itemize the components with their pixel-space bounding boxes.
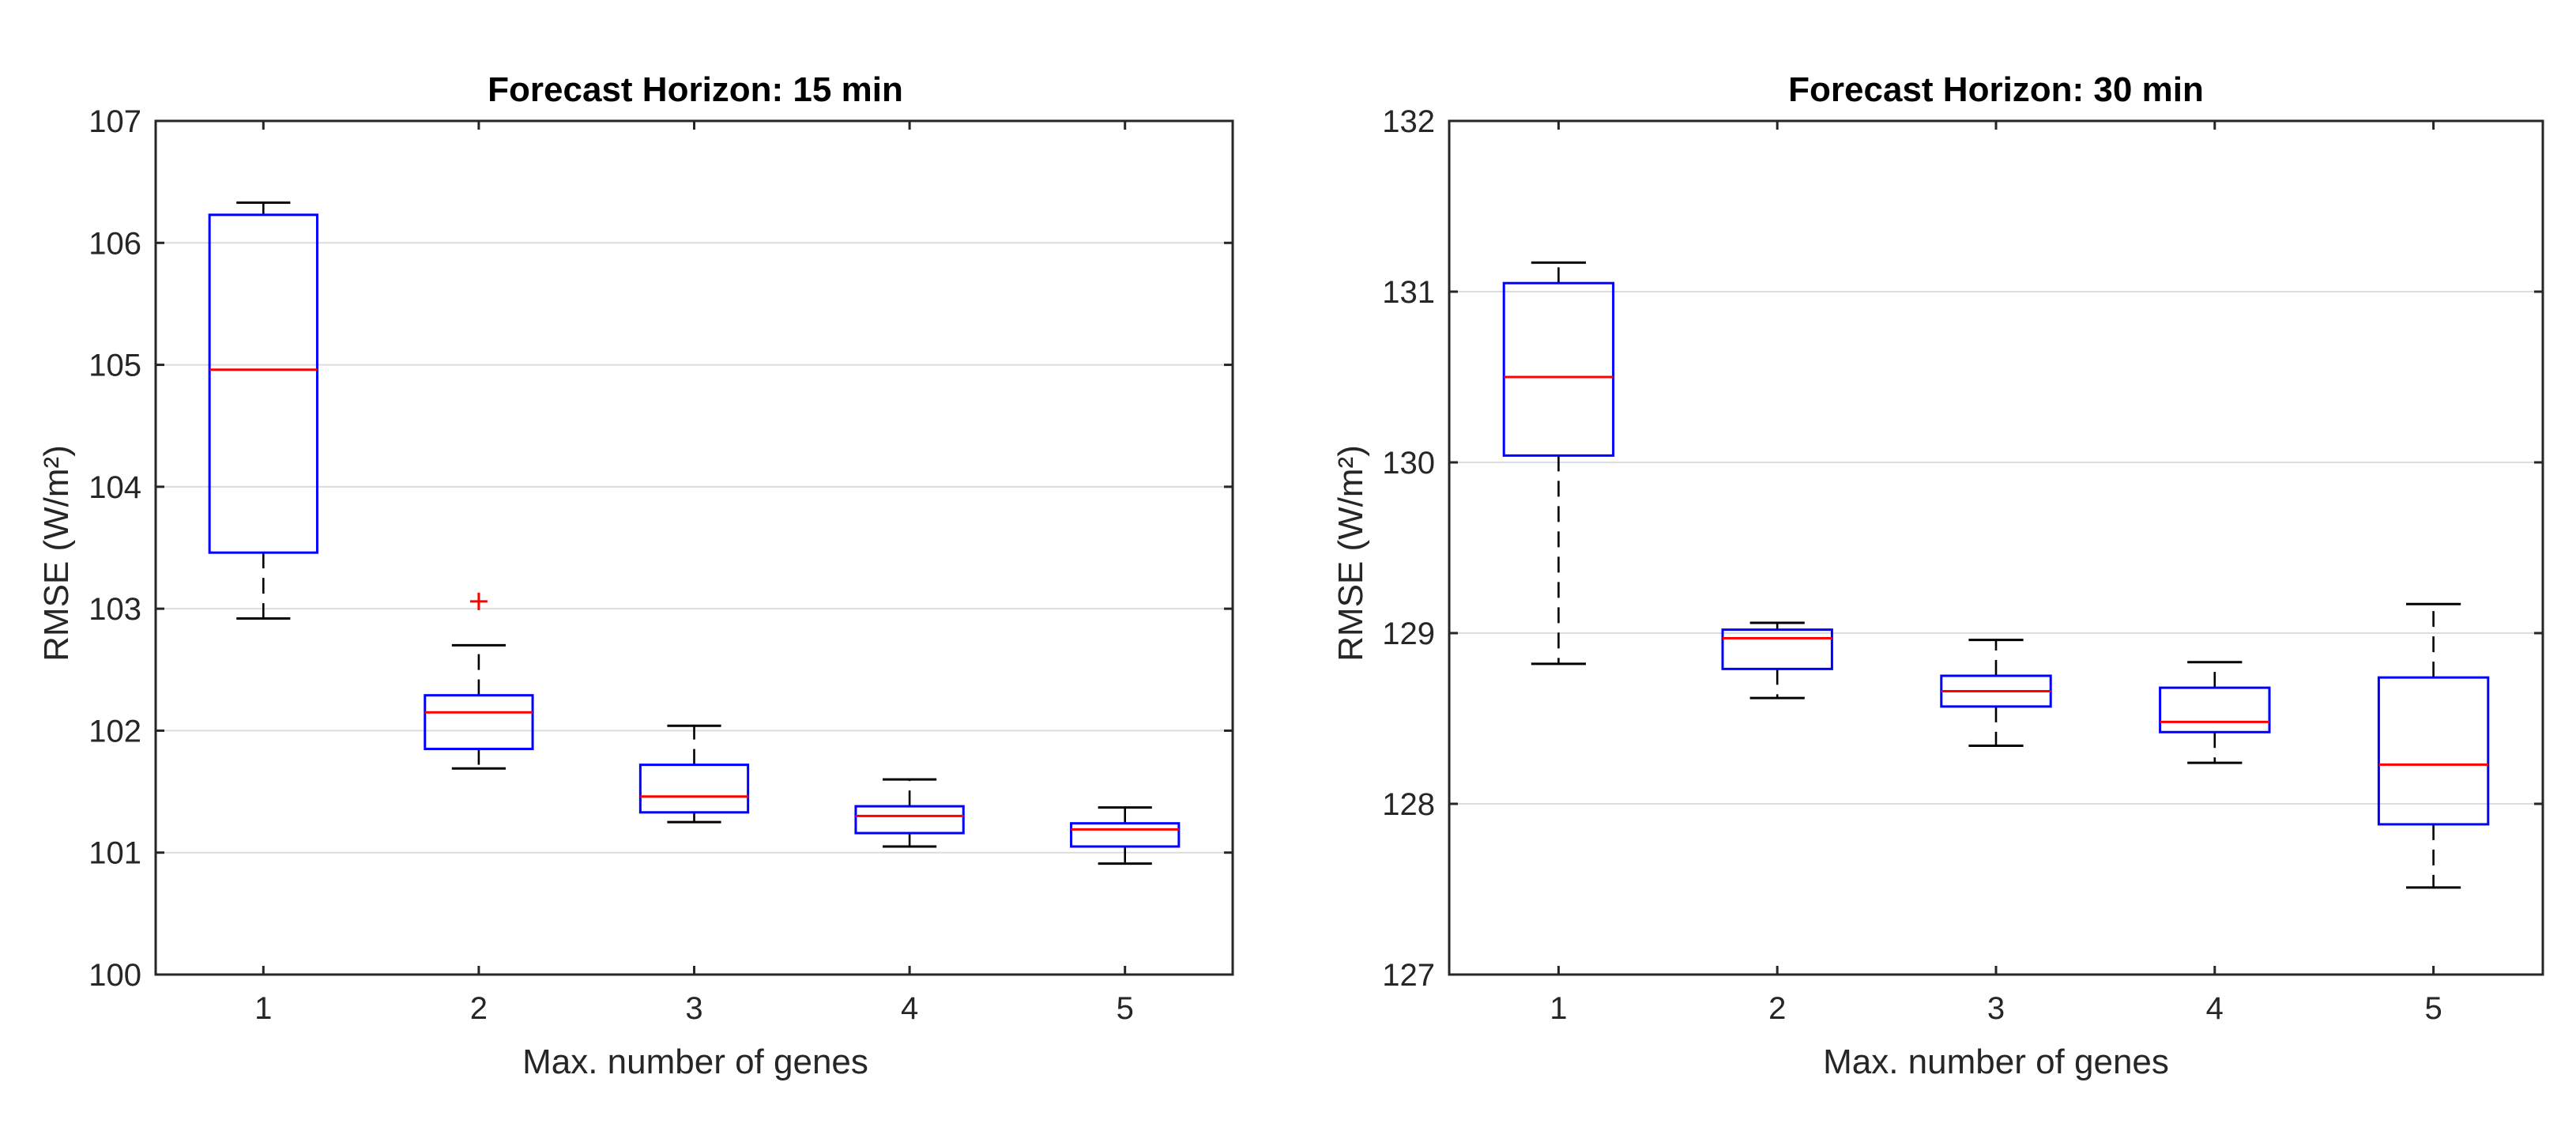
y-tick-label: 128 [1382,787,1435,822]
chart-title: Forecast Horizon: 15 min [488,70,903,109]
chart-title: Forecast Horizon: 30 min [1788,70,2204,109]
outlier-marker [469,592,488,610]
box-4 [2159,661,2271,764]
y-tick-label: 101 [89,836,141,871]
y-tick-label: 105 [89,349,141,383]
box-5 [1070,806,1181,865]
box-2 [424,592,534,770]
box-iqr [2159,686,2271,733]
y-tick-label: 100 [89,958,141,993]
x-tick-label: 1 [254,991,272,1026]
box-2 [1721,621,1833,699]
y-tick-label: 103 [89,592,141,627]
box-3 [1940,639,2052,748]
y-axis-label: RMSE (W/m²) [37,445,76,662]
x-axis-label: Max. number of genes [1823,1043,2169,1081]
y-tick-label: 127 [1382,958,1435,993]
box-iqr [854,805,965,835]
x-tick-label: 3 [1987,991,2005,1026]
box-iqr [638,764,750,814]
box-iqr [2377,676,2490,826]
box-4 [854,778,965,848]
y-axis-label: RMSE (W/m²) [1331,445,1370,662]
y-tick-label: 106 [89,226,141,261]
box-iqr [1070,822,1181,848]
box-1 [208,201,318,620]
y-tick-label: 129 [1382,617,1435,651]
box-5 [2377,602,2490,889]
box-iqr [208,213,318,554]
box-iqr [424,694,534,751]
y-tick-label: 104 [89,470,141,505]
box-3 [638,724,750,824]
x-tick-label: 4 [2206,991,2224,1026]
x-tick-label: 5 [2424,991,2442,1026]
x-tick-label: 3 [685,991,702,1026]
x-tick-label: 1 [1550,991,1567,1026]
y-tick-label: 102 [89,714,141,748]
box-iqr [1502,281,1615,457]
chart-panel-30min: Forecast Horizon: 30 min Max. number of … [1331,70,2544,1081]
y-tick-label: 132 [1382,104,1435,139]
y-tick-label: 130 [1382,446,1435,481]
x-tick-label: 2 [470,991,488,1026]
y-grid [1449,291,2543,805]
x-axis-label: Max. number of genes [522,1043,868,1081]
box-iqr [1721,628,1833,670]
x-tick-label: 5 [1117,991,1134,1026]
chart-panel-15min: Forecast Horizon: 15 min Max. number of … [37,70,1234,1081]
x-tick-label: 4 [901,991,918,1026]
x-tick-label: 2 [1768,991,1786,1026]
y-grid [156,242,1233,854]
y-tick-label: 131 [1382,275,1435,310]
box-1 [1502,261,1615,666]
y-tick-label: 107 [89,104,141,139]
